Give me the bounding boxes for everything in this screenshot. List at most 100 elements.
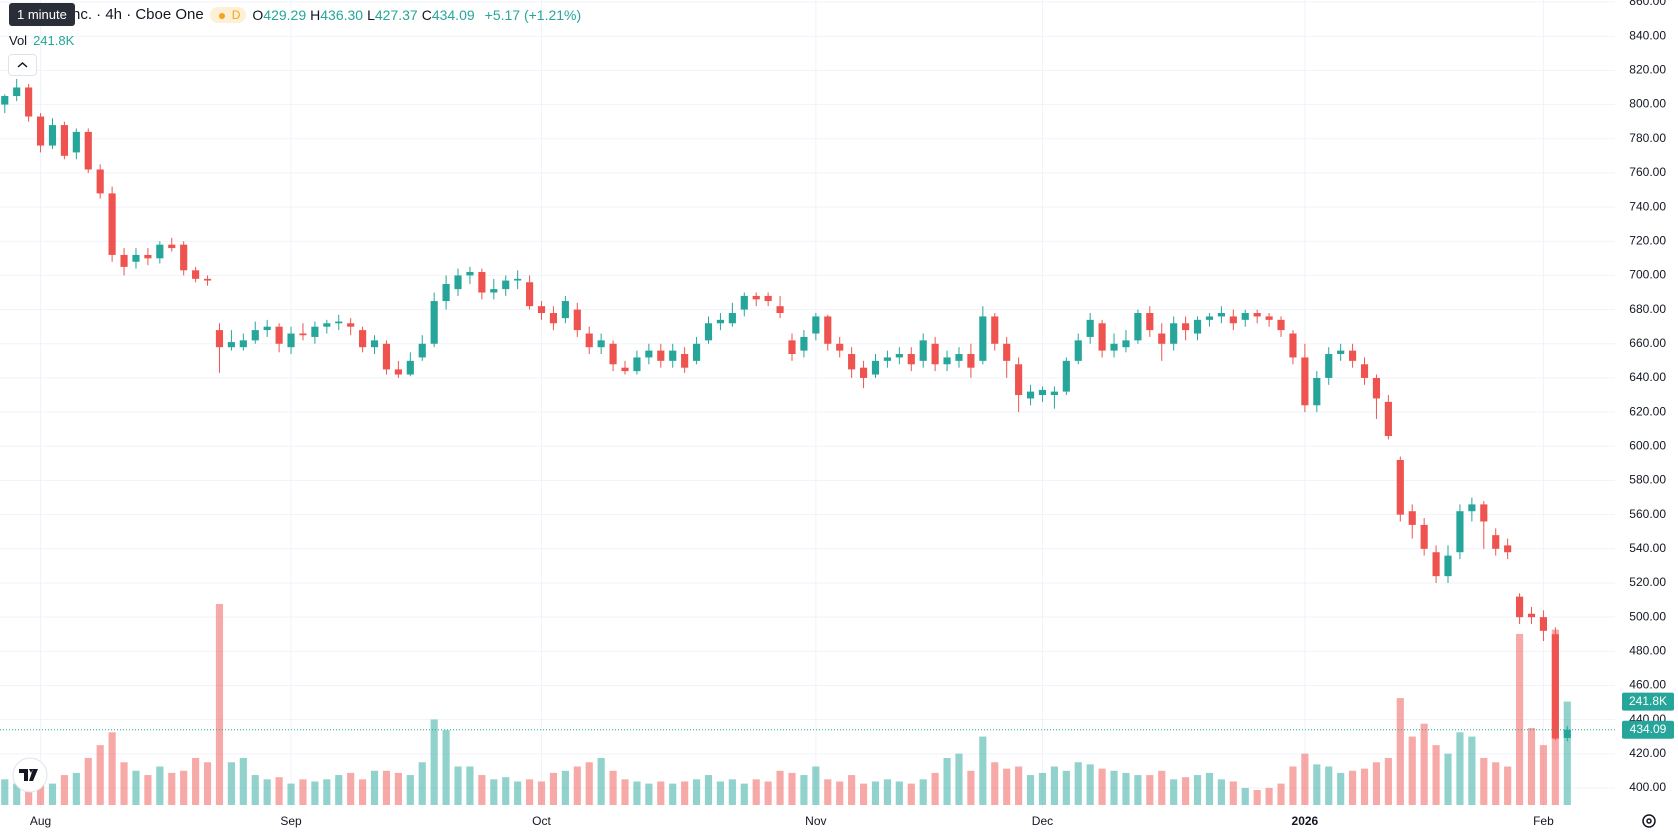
volume-bar bbox=[621, 779, 629, 805]
volume-bar bbox=[1527, 728, 1536, 805]
volume-bar bbox=[919, 779, 927, 805]
volume-layer bbox=[1, 604, 1571, 805]
candle-body bbox=[36, 116, 45, 146]
candle-body bbox=[955, 354, 963, 361]
candle-body bbox=[227, 342, 235, 348]
volume-bar bbox=[144, 775, 152, 805]
candle-body bbox=[1551, 634, 1559, 739]
volume-bar bbox=[454, 766, 462, 805]
volume-bar bbox=[108, 732, 116, 805]
candle-body bbox=[359, 330, 367, 348]
volume-bar bbox=[1277, 783, 1285, 805]
candle-body bbox=[537, 306, 546, 314]
candle-body bbox=[1003, 343, 1011, 361]
volume-bar bbox=[275, 777, 283, 805]
candle-body bbox=[991, 316, 999, 344]
volume-bar bbox=[1205, 772, 1214, 805]
candle-body bbox=[1229, 316, 1237, 324]
y-tick-label: 400.00 bbox=[1629, 780, 1666, 794]
volume-bar bbox=[406, 775, 414, 805]
logo-mark bbox=[19, 769, 38, 781]
settings-button[interactable] bbox=[1642, 814, 1656, 828]
legend: nc. · 4h · Cboe One D O429.29 H436.30 L427… bbox=[8, 6, 585, 23]
volume-bar bbox=[704, 775, 713, 805]
volume-bar bbox=[1122, 772, 1130, 805]
x-tick-label: Sep bbox=[280, 814, 302, 828]
y-tick-label: 500.00 bbox=[1629, 609, 1666, 623]
gear-hub bbox=[1646, 818, 1652, 824]
candle-body bbox=[1516, 596, 1524, 618]
volume-bar bbox=[871, 781, 880, 805]
candle-body bbox=[239, 340, 247, 348]
symbol-title[interactable]: nc. · 4h · Cboe One bbox=[72, 6, 204, 23]
volume-bar bbox=[812, 766, 820, 805]
candle-body bbox=[1277, 319, 1285, 331]
candle-body bbox=[1146, 313, 1154, 331]
candle-body bbox=[573, 309, 581, 331]
candle-body bbox=[859, 367, 868, 378]
collapse-button[interactable] bbox=[8, 54, 37, 76]
gear[interactable] bbox=[1642, 814, 1656, 828]
candle-body bbox=[1182, 323, 1190, 331]
candle-body bbox=[1563, 729, 1571, 738]
candle-body bbox=[1349, 350, 1357, 361]
volume-bar bbox=[955, 753, 963, 805]
market-badge[interactable]: D bbox=[209, 6, 247, 23]
volume-bar bbox=[740, 783, 748, 805]
volume-bar bbox=[537, 781, 546, 805]
candle-body bbox=[609, 343, 617, 365]
candle-body bbox=[478, 272, 486, 293]
candle-body bbox=[1527, 613, 1536, 618]
candle-body bbox=[931, 343, 939, 365]
candle-body bbox=[979, 316, 987, 361]
volume-bar bbox=[609, 770, 617, 805]
tooltip: 1 minute bbox=[9, 3, 75, 26]
volume-bar bbox=[120, 762, 128, 805]
candle-body bbox=[1, 96, 9, 105]
volume-bar bbox=[669, 783, 677, 805]
candle-body bbox=[716, 319, 725, 324]
candle-body bbox=[919, 340, 927, 361]
candle-body bbox=[60, 125, 68, 156]
candle-body bbox=[1432, 552, 1440, 577]
candle-body bbox=[430, 301, 438, 344]
candle-body bbox=[1110, 343, 1118, 351]
volume-bar bbox=[1408, 736, 1416, 805]
y-tick-label: 620.00 bbox=[1629, 404, 1666, 418]
candle-body bbox=[132, 254, 140, 262]
volume-bar bbox=[251, 775, 259, 805]
volume-bar bbox=[335, 775, 343, 805]
volume-bar bbox=[836, 781, 844, 805]
volume-bar bbox=[967, 770, 975, 805]
volume-bar bbox=[573, 766, 581, 805]
y-tick-label: 800.00 bbox=[1629, 97, 1666, 111]
candle-body bbox=[1265, 316, 1273, 320]
volume-bar bbox=[478, 775, 486, 805]
candle-body bbox=[883, 357, 891, 361]
volume-bar bbox=[72, 772, 80, 805]
candle-body bbox=[1122, 340, 1130, 348]
volume-bar bbox=[227, 762, 235, 805]
volume-bar bbox=[1074, 762, 1082, 805]
volume-bar bbox=[239, 757, 247, 805]
candle-body bbox=[681, 354, 689, 368]
volume-bar bbox=[132, 770, 140, 805]
candle-body bbox=[788, 340, 796, 355]
y-tick-label: 540.00 bbox=[1629, 541, 1666, 555]
y-tick-label: 560.00 bbox=[1629, 507, 1666, 521]
candle-body bbox=[1480, 504, 1488, 522]
candle-body bbox=[597, 340, 605, 348]
ohlc-values: O429.29 H436.30 L427.37 C434.09 bbox=[252, 7, 478, 23]
volume-bar bbox=[96, 745, 104, 805]
logo[interactable] bbox=[12, 757, 48, 793]
volume-bar bbox=[752, 779, 760, 805]
volume-bar bbox=[1360, 768, 1369, 805]
volume-bar bbox=[1420, 723, 1428, 805]
ohlc-key: O bbox=[252, 6, 264, 23]
candle-body bbox=[1301, 357, 1309, 406]
candle-body bbox=[1015, 364, 1023, 396]
badge-text: D bbox=[231, 7, 241, 22]
logo-circle[interactable] bbox=[12, 757, 48, 793]
candle-body bbox=[1217, 313, 1225, 317]
